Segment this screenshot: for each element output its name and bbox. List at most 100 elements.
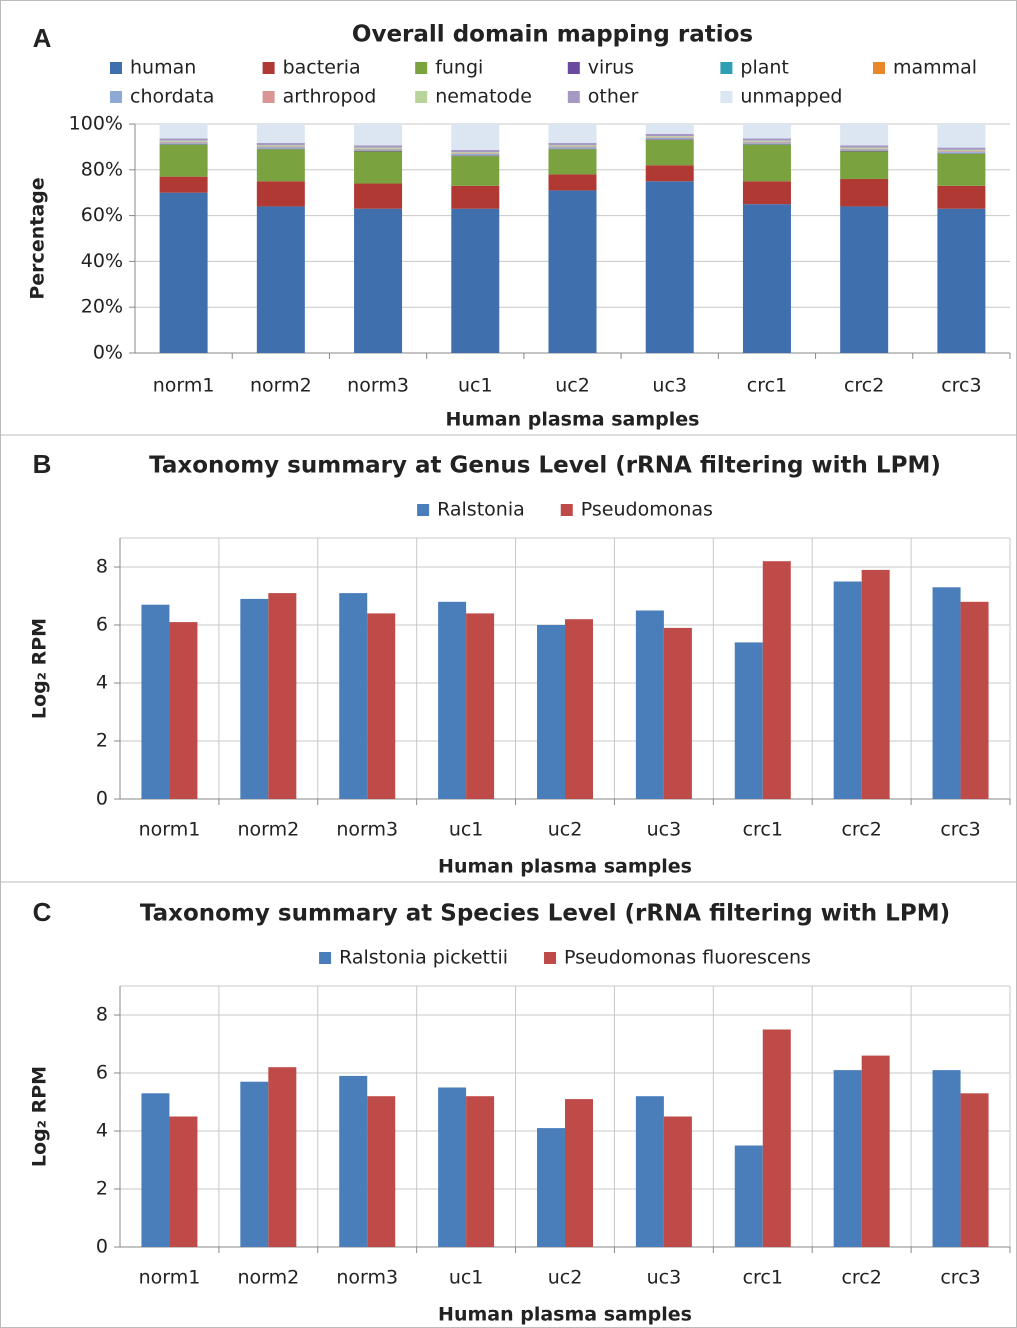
legend-label: Ralstonia	[437, 499, 525, 521]
y-tick-label: 20%	[81, 296, 123, 318]
panel-letter: C	[33, 897, 52, 927]
bar-segment	[937, 208, 986, 353]
bar-segment	[645, 133, 694, 137]
bar	[565, 619, 593, 799]
bar-segment	[159, 176, 208, 193]
bar-segment	[645, 136, 694, 138]
legend-swatch	[417, 504, 430, 516]
y-tick-label: 0	[96, 788, 108, 810]
bar	[466, 1096, 495, 1247]
bar-segment	[256, 143, 305, 146]
legend-swatch	[567, 91, 580, 103]
bar	[367, 613, 396, 799]
y-tick-label: 6	[96, 614, 108, 636]
bar-segment	[840, 151, 889, 179]
bar	[960, 1093, 989, 1247]
bar-segment	[451, 153, 500, 154]
legend-swatch	[262, 62, 275, 74]
legend-label: bacteria	[283, 57, 361, 79]
y-tick-label: 80%	[81, 158, 123, 180]
bar-segment	[256, 147, 305, 149]
bar-segment	[548, 174, 597, 191]
bar-segment	[451, 153, 500, 156]
panel-letter: A	[33, 23, 52, 53]
x-tick-label: norm3	[336, 1267, 398, 1289]
bar	[861, 1055, 890, 1247]
y-axis-title: Log₂ RPM	[29, 618, 51, 719]
bar-segment	[645, 137, 694, 140]
bar-segment	[645, 140, 694, 166]
bar-segment	[937, 151, 986, 152]
y-axis-title: Percentage	[27, 177, 49, 299]
bar	[960, 601, 989, 799]
bar-segment	[742, 140, 791, 142]
legend-swatch	[720, 91, 733, 103]
legend-swatch	[567, 62, 580, 74]
bar-segment	[256, 149, 305, 182]
bar-segment	[937, 185, 986, 209]
bar	[141, 604, 170, 799]
bar-segment	[256, 124, 305, 144]
legend-swatch	[319, 952, 332, 964]
bar-segment	[354, 148, 403, 150]
x-tick-label: norm3	[347, 375, 409, 397]
x-tick-label: crc2	[844, 375, 884, 397]
bar	[339, 1075, 368, 1247]
y-tick-label: 40%	[81, 250, 123, 272]
y-tick-label: 4	[96, 1120, 108, 1142]
x-tick-label: uc1	[458, 375, 493, 397]
bar-segment	[742, 144, 791, 182]
bar	[734, 642, 763, 799]
bar-segment	[256, 145, 305, 147]
x-tick-label: crc3	[940, 1267, 980, 1289]
bar	[537, 625, 565, 799]
panel-letter: B	[33, 449, 52, 479]
bar	[438, 1087, 467, 1247]
bar-segment	[451, 149, 500, 153]
bar-segment	[354, 147, 403, 149]
bar-segment	[742, 141, 791, 143]
bar	[438, 601, 467, 799]
bar-segment	[840, 178, 889, 207]
chart-title: Taxonomy summary at Species Level (rRNA …	[140, 901, 950, 927]
bar	[663, 627, 692, 799]
bar	[932, 1070, 961, 1247]
bar-segment	[256, 206, 305, 353]
bar	[833, 581, 862, 799]
bar-segment	[159, 124, 208, 139]
y-tick-label: 8	[96, 1004, 108, 1026]
bar-segment	[548, 147, 597, 149]
y-tick-label: 60%	[81, 204, 123, 226]
bar-segment	[159, 138, 208, 141]
x-tick-label: norm1	[139, 819, 201, 841]
legend-label: plant	[740, 57, 788, 79]
bar-segment	[742, 124, 791, 139]
x-tick-label: norm1	[139, 1267, 201, 1289]
bar-segment	[937, 124, 986, 148]
x-tick-label: crc1	[743, 819, 783, 841]
x-tick-label: uc3	[647, 819, 682, 841]
bar	[339, 593, 368, 799]
bar	[833, 1070, 862, 1247]
x-axis-title: Human plasma samples	[438, 1304, 692, 1326]
bar-segment	[451, 156, 500, 186]
bar	[268, 1067, 297, 1247]
bar-segment	[354, 145, 403, 148]
legend-swatch	[415, 62, 428, 74]
bar	[932, 587, 961, 799]
legend-label: virus	[588, 57, 634, 79]
legend-swatch	[262, 91, 275, 103]
x-tick-label: uc3	[652, 375, 687, 397]
x-tick-label: crc1	[743, 1267, 783, 1289]
chart-title: Overall domain mapping ratios	[352, 22, 753, 48]
bar	[734, 1145, 763, 1247]
y-tick-label: 0%	[93, 342, 123, 364]
bar	[762, 1029, 791, 1247]
legend-swatch	[560, 504, 573, 516]
bar-segment	[840, 124, 889, 146]
bar-segment	[354, 149, 403, 151]
x-tick-label: norm1	[153, 375, 215, 397]
bar-segment	[548, 145, 597, 147]
bar-segment	[548, 143, 597, 146]
bar-segment	[354, 124, 403, 146]
